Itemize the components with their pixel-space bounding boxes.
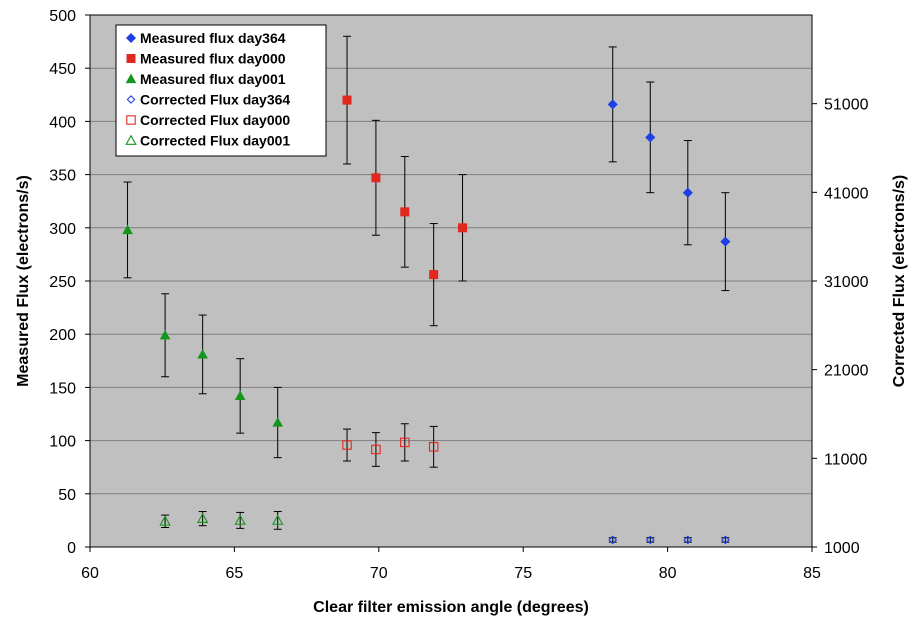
data-point — [371, 173, 381, 183]
data-point — [122, 224, 133, 235]
y2-tick-label: 11000 — [824, 451, 867, 468]
data-point — [271, 514, 284, 525]
data-point — [400, 207, 410, 217]
x-tick-label: 70 — [370, 565, 388, 582]
y2-tick-label: 21000 — [824, 363, 869, 380]
legend-marker — [125, 134, 137, 145]
y-tick-label: 50 — [58, 487, 76, 504]
y-tick-label: 400 — [49, 114, 76, 131]
y-tick-label: 350 — [49, 168, 76, 185]
legend-marker — [126, 95, 136, 104]
data-point — [400, 437, 410, 448]
data-point — [234, 390, 246, 401]
y-tick-label: 0 — [67, 540, 76, 557]
y-tick-label: 300 — [49, 221, 76, 238]
data-point — [342, 440, 352, 450]
data-point — [428, 442, 439, 452]
legend-label: Corrected Flux day000 — [140, 112, 290, 128]
x-axis-title: Clear filter emission angle (degrees) — [313, 599, 589, 616]
data-point — [234, 514, 246, 525]
x-tick-label: 80 — [659, 565, 677, 582]
legend-label: Corrected Flux day364 — [140, 92, 290, 108]
data-point — [429, 270, 439, 280]
data-point — [645, 535, 655, 545]
y-tick-label: 150 — [49, 380, 76, 397]
y2-tick-label: 41000 — [824, 185, 869, 202]
legend-marker — [126, 53, 136, 63]
y-axis-title: Measured Flux (electrons/s) — [15, 175, 32, 387]
data-point — [458, 223, 468, 233]
y-tick-label: 500 — [49, 8, 76, 25]
data-point — [720, 535, 730, 545]
data-point — [272, 417, 284, 427]
data-point — [683, 535, 693, 545]
data-point — [159, 329, 171, 340]
legend-label: Measured flux day001 — [140, 71, 286, 87]
y-axis-ticks: 0 50 100 150 200 250 300 350 400 450 500 — [49, 8, 90, 557]
x-tick-label: 75 — [514, 565, 532, 582]
data-point — [607, 99, 618, 110]
y-tick-label: 200 — [49, 327, 76, 344]
data-point — [159, 515, 171, 526]
legend-label: Measured flux day000 — [140, 51, 286, 67]
legend: Measured flux day364 Measured flux day000… — [115, 24, 327, 157]
y-tick-label: 100 — [49, 434, 76, 451]
data-marks — [122, 35, 731, 545]
legend-box — [115, 24, 327, 157]
data-point — [645, 132, 656, 143]
legend-marker — [125, 73, 137, 84]
legend-label: Measured flux day364 — [140, 30, 286, 46]
y2-axis-title: Corrected Flux (electrons/s) — [891, 175, 908, 388]
x-tick-label: 65 — [226, 565, 244, 582]
data-point — [197, 348, 208, 359]
y2-tick-label: 51000 — [824, 97, 869, 114]
legend-marker — [125, 32, 137, 44]
data-point — [682, 187, 693, 198]
y2-tick-label: 31000 — [824, 274, 869, 291]
data-point — [720, 236, 731, 247]
y2-tick-label: 1000 — [824, 540, 860, 557]
data-point — [342, 95, 352, 105]
x-tick-label: 85 — [803, 565, 821, 582]
y2-axis-ticks: 1000 11000 21000 31000 41000 51000 — [812, 97, 869, 557]
legend-label: Corrected Flux day001 — [140, 133, 290, 149]
y-tick-label: 450 — [49, 61, 76, 78]
x-tick-label: 60 — [81, 565, 99, 582]
data-point — [196, 512, 209, 524]
legend-marker — [126, 115, 136, 125]
data-point — [371, 444, 381, 455]
x-axis-ticks: 60 65 70 75 80 85 — [81, 547, 821, 582]
data-point — [608, 535, 618, 545]
y-tick-label: 250 — [49, 274, 76, 291]
